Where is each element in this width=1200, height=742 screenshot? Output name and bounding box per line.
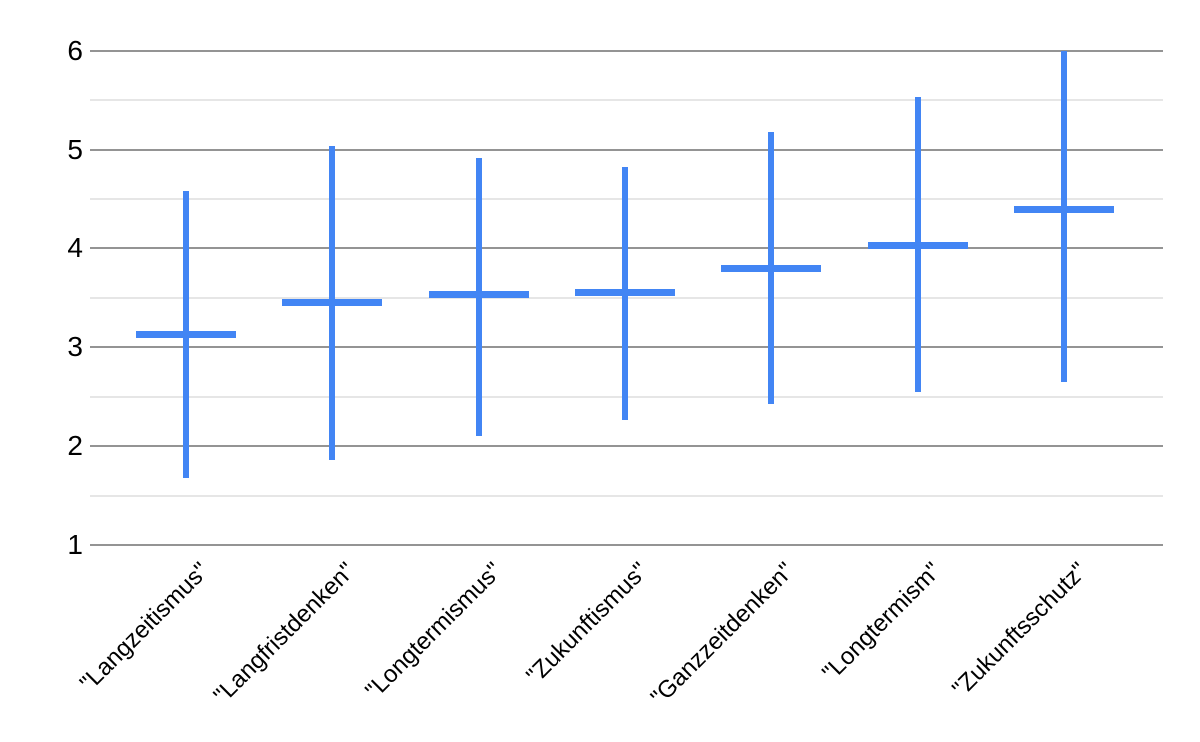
y-tick-label: 5 xyxy=(67,133,83,165)
mean-tick xyxy=(1013,206,1114,214)
error-bar-vertical xyxy=(1060,50,1067,382)
mean-tick xyxy=(428,291,529,299)
major-gridline xyxy=(90,544,1163,546)
y-tick-label: 3 xyxy=(67,331,83,363)
mean-tick xyxy=(136,330,236,338)
minor-gridline xyxy=(90,99,1163,102)
x-category-label: "Langzeitismus" xyxy=(74,557,215,697)
major-gridline xyxy=(90,445,1163,448)
y-tick-label: 2 xyxy=(67,430,83,462)
mean-tick xyxy=(282,299,383,307)
mean-tick xyxy=(867,241,968,249)
mean-tick xyxy=(574,289,675,297)
minor-gridline xyxy=(90,494,1163,497)
major-gridline xyxy=(90,148,1163,151)
mean-tick xyxy=(721,264,822,272)
y-tick-label: 1 xyxy=(67,529,83,560)
y-tick-label: 4 xyxy=(67,232,83,264)
y-tick-label: 6 xyxy=(67,34,83,66)
major-gridline xyxy=(90,49,1163,52)
